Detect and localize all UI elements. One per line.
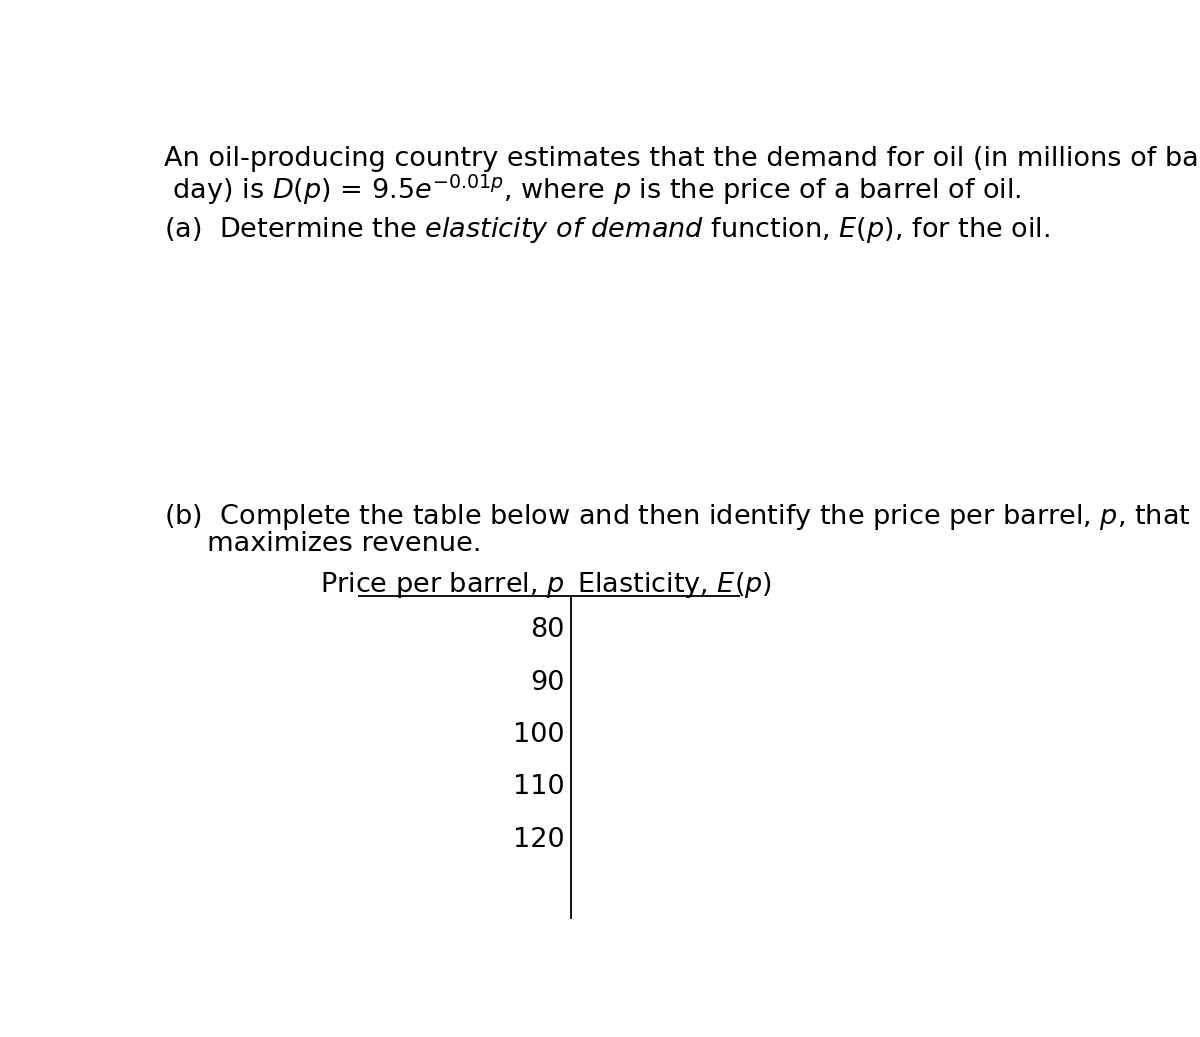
Text: 80: 80 [530,617,565,643]
Text: 120: 120 [514,826,565,852]
Text: maximizes revenue.: maximizes revenue. [164,531,481,557]
Text: 110: 110 [514,775,565,801]
Text: 100: 100 [514,722,565,748]
Text: An oil-producing country estimates that the demand for oil (in millions of barre: An oil-producing country estimates that … [164,146,1200,172]
Text: day) is $D(p)$ = 9.5$e^{-0.01p}$, where $p$ is the price of a barrel of oil.: day) is $D(p)$ = 9.5$e^{-0.01p}$, where … [164,172,1021,206]
Text: 90: 90 [530,670,565,696]
Text: Elasticity, $E(p)$: Elasticity, $E(p)$ [577,569,772,599]
Text: (b)  Complete the table below and then identify the price per barrel, $p$, that: (b) Complete the table below and then id… [164,502,1190,532]
Text: (a)  Determine the $\it{elasticity\ of\ demand}$ function, $E(p)$, for the oil.: (a) Determine the $\it{elasticity\ of\ d… [164,216,1050,246]
Text: Price per barrel, $p$: Price per barrel, $p$ [320,569,565,599]
